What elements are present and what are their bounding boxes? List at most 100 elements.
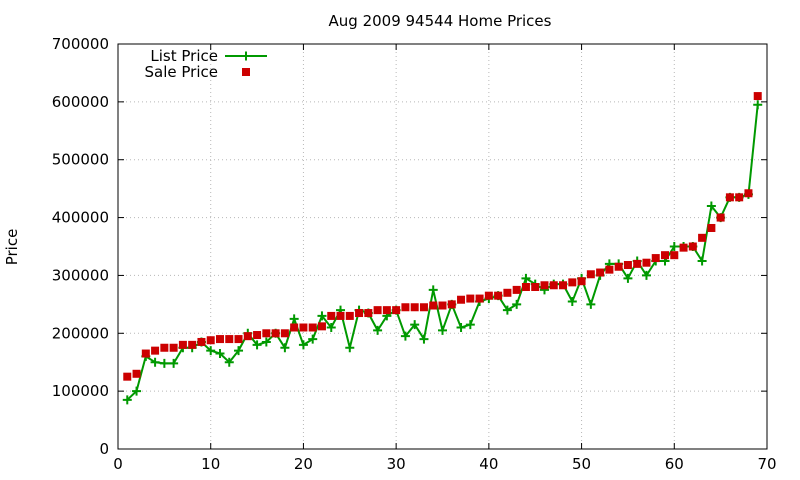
legend-square-sample xyxy=(242,68,250,76)
list-price-point xyxy=(373,325,383,335)
sale-price-point xyxy=(494,291,503,300)
sale-price-point xyxy=(141,349,150,358)
chart-title: Aug 2009 94544 Home Prices xyxy=(329,12,552,30)
list-price-point xyxy=(252,340,262,350)
sale-price-point xyxy=(280,329,289,338)
sale-price-point xyxy=(132,369,141,378)
y-tick-label: 0 xyxy=(99,440,109,458)
list-price-point xyxy=(753,100,763,110)
sale-price-point xyxy=(586,270,595,279)
y-tick-label: 400000 xyxy=(52,209,109,227)
sale-price-point xyxy=(605,265,614,274)
sale-price-point xyxy=(206,336,215,345)
y-tick-label: 600000 xyxy=(52,93,109,111)
sale-price-point xyxy=(178,340,187,349)
x-tick-label: 40 xyxy=(479,455,498,473)
sale-price-point xyxy=(215,335,224,344)
sale-price-point xyxy=(243,332,252,341)
list-price-point xyxy=(410,320,420,330)
sale-price-point xyxy=(438,301,447,310)
sale-price-point xyxy=(475,294,484,303)
sale-price-point xyxy=(725,193,734,202)
sale-price-point xyxy=(512,285,521,294)
list-price-point xyxy=(150,357,160,367)
x-tick-label: 20 xyxy=(294,455,313,473)
x-tick-label: 60 xyxy=(665,455,684,473)
axis-ticks: 0 10 20 30 40 50 60 70 0 100000 200000 300000 400000… xyxy=(52,35,777,473)
list-price-point xyxy=(512,299,522,309)
x-tick-label: 0 xyxy=(113,455,123,473)
sale-price-point xyxy=(549,281,558,290)
y-tick-label: 700000 xyxy=(52,35,109,53)
sale-price-point xyxy=(271,329,280,338)
sale-price-point xyxy=(382,306,391,315)
sale-price-point xyxy=(188,340,197,349)
sale-price-point xyxy=(651,254,660,263)
list-price-point xyxy=(502,305,512,315)
list-price-point xyxy=(465,320,475,330)
list-price-point xyxy=(261,337,271,347)
list-price-point xyxy=(567,296,577,306)
sale-price-point xyxy=(262,329,271,338)
list-price-point xyxy=(345,343,355,353)
sale-price-point xyxy=(642,258,651,267)
list-price-point xyxy=(438,325,447,335)
x-tick-label: 50 xyxy=(572,455,591,473)
y-axis-label: Price xyxy=(3,229,21,266)
list-price-point xyxy=(132,386,142,396)
sale-price-point xyxy=(698,233,707,242)
sale-price-point xyxy=(299,323,308,332)
list-price-point xyxy=(224,357,234,367)
list-price-point xyxy=(122,395,132,405)
sale-price-point xyxy=(447,300,456,309)
sale-price-point xyxy=(364,309,373,318)
sale-price-point xyxy=(753,92,762,101)
grid xyxy=(118,44,767,449)
list-price-point xyxy=(706,201,716,211)
list-price-point xyxy=(169,358,179,368)
sale-price-point xyxy=(577,277,586,286)
list-price-point xyxy=(326,323,336,332)
sale-price-point xyxy=(160,343,169,352)
sale-price-point xyxy=(355,309,364,318)
sale-price-point xyxy=(503,288,512,297)
y-tick-label: 100000 xyxy=(52,382,109,400)
list-price-point xyxy=(206,346,216,356)
y-tick-label: 200000 xyxy=(52,324,109,342)
sale-price-point xyxy=(234,335,243,344)
list-price-point xyxy=(428,285,438,295)
list-price-point xyxy=(419,334,429,344)
x-tick-label: 10 xyxy=(201,455,220,473)
list-price-point xyxy=(289,314,299,324)
list-price-point xyxy=(586,299,596,309)
sale-price-point xyxy=(661,251,670,260)
list-price-point xyxy=(697,256,707,266)
sale-price-point xyxy=(123,372,132,381)
legend-label: Sale Price xyxy=(145,63,218,81)
sale-price-point xyxy=(290,323,299,332)
list-price-point xyxy=(298,340,308,350)
list-price-point xyxy=(308,334,318,344)
legend-cross-sample xyxy=(241,51,251,61)
series-layer xyxy=(122,92,763,405)
list-price-point xyxy=(456,323,466,332)
x-tick-label: 70 xyxy=(757,455,776,473)
sale-price-point xyxy=(197,337,206,346)
sale-price-point xyxy=(419,303,428,312)
sale-price-point xyxy=(521,283,530,291)
sale-price-point xyxy=(707,223,716,232)
sale-price-point xyxy=(596,268,605,277)
sale-price-point xyxy=(614,262,623,271)
sale-price-point xyxy=(531,283,540,291)
list-price-point xyxy=(159,358,169,368)
sale-price-point xyxy=(225,335,234,344)
legend-label: List Price xyxy=(150,47,218,65)
y-tick-label: 500000 xyxy=(52,151,109,169)
sale-price-point xyxy=(540,281,549,290)
sale-price-point xyxy=(392,306,401,315)
sale-price-point xyxy=(568,278,577,287)
sale-price-point xyxy=(466,294,475,303)
sale-price-point xyxy=(623,261,632,270)
